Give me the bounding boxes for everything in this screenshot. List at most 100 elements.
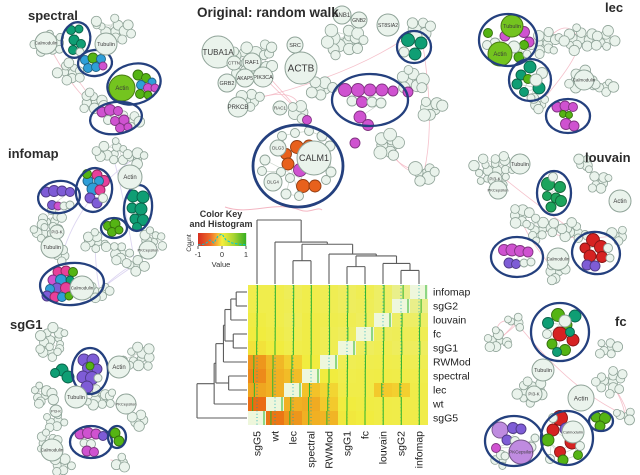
network-node bbox=[523, 60, 537, 74]
network-node bbox=[34, 398, 44, 409]
module-cluster bbox=[511, 60, 548, 103]
heatmap-cell bbox=[338, 327, 356, 341]
color-key-gradient bbox=[210, 233, 212, 246]
heatmap-cell bbox=[374, 327, 392, 341]
complex-node-CTTN bbox=[226, 55, 242, 71]
color-key-tick-label: 0 bbox=[220, 250, 224, 259]
heatmap-cell bbox=[284, 327, 302, 341]
cluster-circle bbox=[507, 57, 553, 103]
network-node bbox=[565, 327, 575, 337]
network-node bbox=[401, 33, 415, 47]
network-node bbox=[498, 151, 509, 162]
complex-node-GNB2 bbox=[350, 11, 368, 29]
color-key-gradient bbox=[227, 233, 229, 246]
network-node bbox=[130, 265, 142, 277]
cluster-circle bbox=[106, 62, 162, 106]
network-edge-pink bbox=[515, 321, 626, 416]
network-node bbox=[510, 204, 520, 214]
color-key-gradient bbox=[214, 233, 216, 246]
network-spectral: Actin Calmodulin Tubulin bbox=[29, 13, 162, 136]
network-node bbox=[330, 50, 341, 61]
node-label: Tubulin bbox=[97, 42, 115, 48]
network-node bbox=[549, 46, 558, 55]
network-node bbox=[522, 49, 532, 59]
color-key-gradient bbox=[207, 233, 209, 246]
node-label: TUBA1A bbox=[202, 48, 234, 57]
module-cluster: Calmodulin bbox=[541, 410, 585, 466]
network-node bbox=[515, 423, 527, 435]
network-node bbox=[47, 321, 59, 333]
network-edge-pink bbox=[224, 206, 323, 212]
network-node bbox=[296, 179, 310, 193]
color-key-gradient bbox=[200, 233, 202, 246]
network-node bbox=[417, 108, 431, 122]
network-node bbox=[509, 217, 522, 229]
dendrograms bbox=[196, 219, 420, 419]
color-key-gradient bbox=[236, 233, 238, 246]
network-node bbox=[612, 341, 624, 353]
color-key-title-2: and Histogram bbox=[189, 219, 252, 229]
network-node bbox=[115, 123, 125, 133]
network-node bbox=[281, 157, 295, 171]
color-key-gradient bbox=[223, 233, 225, 246]
color-key-gradient bbox=[232, 233, 234, 246]
node-label: Calmodulin bbox=[547, 257, 570, 262]
network-node bbox=[601, 87, 611, 97]
module-cluster bbox=[398, 33, 428, 61]
network-node bbox=[515, 323, 525, 332]
network-node bbox=[338, 83, 352, 97]
cluster-circle bbox=[544, 97, 592, 135]
network-node bbox=[107, 388, 117, 397]
network-node bbox=[552, 326, 568, 342]
network-node bbox=[91, 244, 101, 253]
cluster-circle bbox=[36, 179, 82, 215]
network-node bbox=[353, 110, 367, 124]
network-node bbox=[552, 347, 562, 357]
network-node bbox=[294, 191, 304, 201]
network-node bbox=[537, 230, 547, 240]
node-label: PKCepsilon bbox=[509, 450, 533, 455]
cluster-circle bbox=[38, 261, 106, 307]
heatmap-col-label: sgG2 bbox=[396, 431, 408, 456]
cluster-circle bbox=[89, 100, 143, 136]
node-label: Calmodulin bbox=[563, 429, 583, 434]
network-node bbox=[74, 24, 84, 34]
network-node bbox=[608, 366, 618, 376]
network-node bbox=[556, 223, 568, 235]
network-node bbox=[85, 361, 95, 371]
color-key-gradient bbox=[209, 233, 211, 246]
heatmap-cell bbox=[338, 313, 356, 327]
network-node bbox=[132, 341, 144, 353]
color-key-gradient bbox=[242, 233, 244, 246]
panel-title-sgG1: sgG1 bbox=[10, 317, 43, 332]
heatmap-cell bbox=[410, 299, 428, 313]
network-node bbox=[475, 168, 484, 178]
network-node bbox=[143, 343, 155, 355]
heatmap-cell bbox=[302, 383, 320, 397]
network-node bbox=[35, 381, 44, 390]
network-node bbox=[575, 441, 585, 451]
network-node bbox=[501, 172, 510, 181]
node-label: PI3-K bbox=[528, 392, 539, 397]
network-node bbox=[545, 201, 557, 213]
network-node bbox=[491, 326, 500, 335]
network-node bbox=[240, 41, 253, 54]
network-node bbox=[568, 102, 578, 112]
network-node bbox=[98, 431, 108, 441]
complex-node-PI3-K bbox=[525, 385, 543, 403]
network-node bbox=[93, 373, 103, 383]
node-label: SRC bbox=[289, 43, 301, 49]
node-label: Tubulin bbox=[534, 368, 552, 374]
network-node bbox=[35, 344, 45, 354]
network-node bbox=[511, 78, 523, 90]
heatmap-row-label: sgG2 bbox=[433, 301, 458, 313]
heatmap-cell bbox=[266, 355, 284, 369]
network-node bbox=[483, 334, 493, 343]
network-node bbox=[558, 314, 572, 328]
module-cluster bbox=[541, 172, 567, 213]
node-label: CALM1 bbox=[299, 153, 329, 163]
node-label: DLG4 bbox=[267, 180, 279, 185]
cluster-circle bbox=[535, 169, 573, 217]
heatmap-cell bbox=[320, 327, 338, 341]
color-key-count-label: Count bbox=[186, 234, 193, 252]
